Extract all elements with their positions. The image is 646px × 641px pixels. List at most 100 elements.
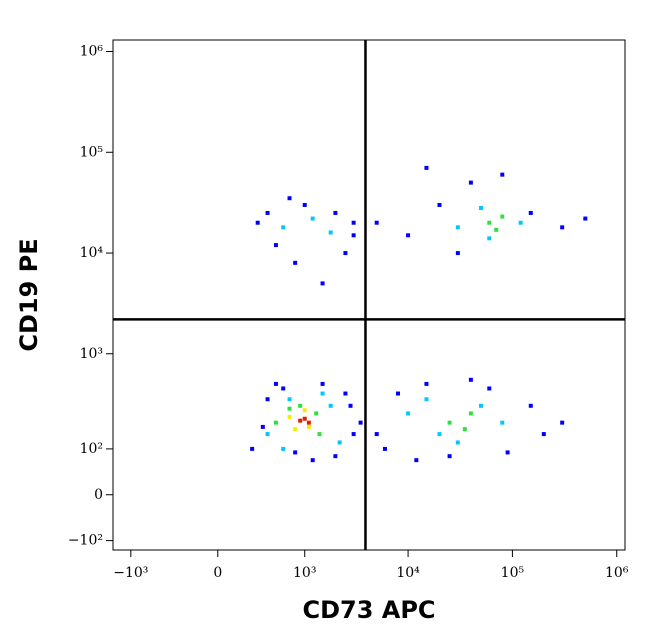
point [455, 251, 460, 256]
point [462, 427, 467, 432]
point [500, 420, 505, 425]
point [468, 411, 473, 416]
x-tick-label: 10⁵ [501, 565, 525, 581]
point [320, 391, 325, 396]
point [478, 205, 483, 210]
y-tick-label: −10² [68, 533, 103, 549]
point [287, 397, 292, 402]
point [351, 432, 356, 437]
point [518, 220, 523, 225]
point [437, 432, 442, 437]
point [260, 424, 265, 429]
point [293, 450, 298, 455]
x-tick-label: 10³ [293, 565, 316, 581]
point [348, 403, 353, 408]
point [310, 458, 315, 463]
point [351, 233, 356, 238]
point [250, 446, 255, 451]
y-tick-label: 10³ [80, 346, 103, 362]
point [320, 281, 325, 286]
point [447, 454, 452, 459]
point [287, 406, 292, 411]
point [541, 432, 546, 437]
y-tick-label: 10⁴ [80, 245, 104, 261]
point [395, 391, 400, 396]
x-axis-title: CD73 APC [302, 596, 435, 624]
point [281, 225, 286, 230]
point [528, 210, 533, 215]
y-tick-label: 10² [80, 441, 103, 457]
point [265, 210, 270, 215]
point [560, 420, 565, 425]
point [310, 216, 315, 221]
point [494, 227, 499, 232]
point [455, 440, 460, 445]
point [328, 230, 333, 235]
point [500, 172, 505, 177]
plot-area [112, 39, 626, 551]
x-tick-label: 10⁶ [605, 565, 629, 581]
point [265, 397, 270, 402]
point [358, 420, 363, 425]
point [314, 411, 319, 416]
point [500, 214, 505, 219]
point [298, 403, 303, 408]
point [287, 196, 292, 201]
point [306, 420, 311, 425]
point [437, 202, 442, 207]
point [337, 440, 342, 445]
point [406, 233, 411, 238]
point [302, 416, 307, 421]
point [298, 418, 303, 423]
point [424, 381, 429, 386]
point [468, 180, 473, 185]
point [273, 381, 278, 386]
point [293, 427, 298, 432]
point [343, 251, 348, 256]
point [302, 202, 307, 207]
point [374, 220, 379, 225]
point [255, 220, 260, 225]
point [487, 236, 492, 241]
y-tick-label: 10⁵ [80, 144, 104, 160]
point [343, 391, 348, 396]
point [317, 432, 322, 437]
point [273, 420, 278, 425]
point [281, 386, 286, 391]
point [583, 216, 588, 221]
point [455, 225, 460, 230]
point [487, 386, 492, 391]
point [273, 243, 278, 248]
point [560, 225, 565, 230]
point [320, 381, 325, 386]
point [487, 220, 492, 225]
point [265, 432, 270, 437]
point [302, 408, 307, 413]
x-tick-label: 0 [213, 565, 222, 581]
y-axis-title: CD19 PE [15, 238, 43, 351]
point [351, 220, 356, 225]
y-tick-label: 10⁶ [80, 43, 104, 59]
point [287, 414, 292, 419]
point [293, 260, 298, 265]
point [505, 450, 510, 455]
point [333, 454, 338, 459]
point [382, 446, 387, 451]
point [424, 165, 429, 170]
x-tick-label: 10⁴ [396, 565, 420, 581]
point [447, 420, 452, 425]
point [478, 403, 483, 408]
y-tick-label: 0 [94, 487, 103, 503]
point [306, 424, 311, 429]
point [328, 403, 333, 408]
point [374, 432, 379, 437]
point [333, 210, 338, 215]
point [528, 403, 533, 408]
point [414, 458, 419, 463]
x-tick-label: −10³ [113, 565, 148, 581]
point [468, 377, 473, 382]
point [406, 411, 411, 416]
point [424, 397, 429, 402]
point [281, 446, 286, 451]
